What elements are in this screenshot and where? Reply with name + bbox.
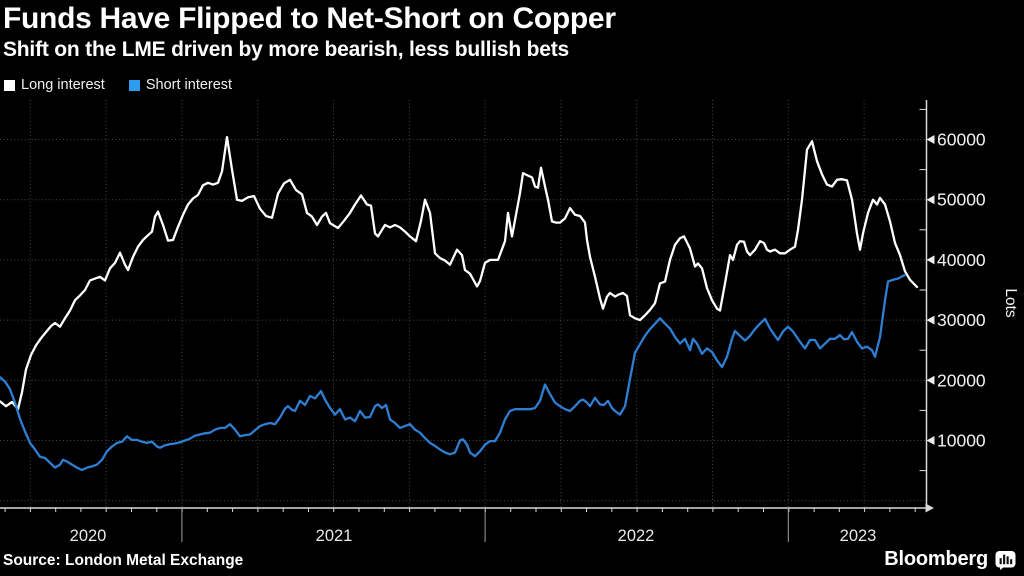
y-major-tick (926, 436, 935, 445)
y-tick-label: 50000 (937, 190, 986, 210)
long-interest-line (0, 135, 919, 411)
legend-swatch-long-icon (4, 79, 15, 91)
y-major-tick (926, 315, 935, 325)
short-interest-line (0, 273, 907, 472)
chart-title: Funds Have Flipped to Net-Short on Coppe… (3, 2, 616, 35)
y-major-tick (926, 195, 935, 205)
x-year-label: 2020 (70, 527, 107, 545)
brand: Bloomberg (884, 548, 1016, 571)
chart-subtitle: Shift on the LME driven by more bearish,… (3, 38, 570, 61)
y-major-tick (926, 135, 935, 144)
legend-item-long: Long interest (4, 77, 105, 93)
x-year-label: 2022 (618, 527, 655, 545)
legend-swatch-short-icon (128, 79, 140, 91)
y-tick-label: 60000 (937, 130, 986, 150)
y-tick-label: 20000 (937, 370, 986, 390)
source-text: Source: London Metal Exchange (3, 552, 244, 569)
y-axis-title: Lots (1002, 288, 1019, 318)
x-axis-arrow-icon (925, 503, 934, 513)
legend-label-long: Long interest (21, 77, 105, 93)
y-tick-label: 10000 (937, 431, 986, 451)
legend-label-short: Short interest (145, 77, 233, 93)
y-major-tick (926, 375, 935, 385)
x-year-label: 2023 (840, 527, 877, 545)
bloomberg-logo-icon (995, 550, 1016, 570)
legend: Long interest Short interest (4, 77, 232, 93)
y-tick-label: 40000 (937, 250, 986, 270)
bloomberg-wordmark: Bloomberg (884, 548, 988, 570)
x-year-label: 2021 (316, 527, 353, 545)
y-tick-label: 30000 (937, 310, 986, 330)
legend-item-short: Short interest (128, 77, 233, 93)
y-major-tick (926, 255, 935, 265)
